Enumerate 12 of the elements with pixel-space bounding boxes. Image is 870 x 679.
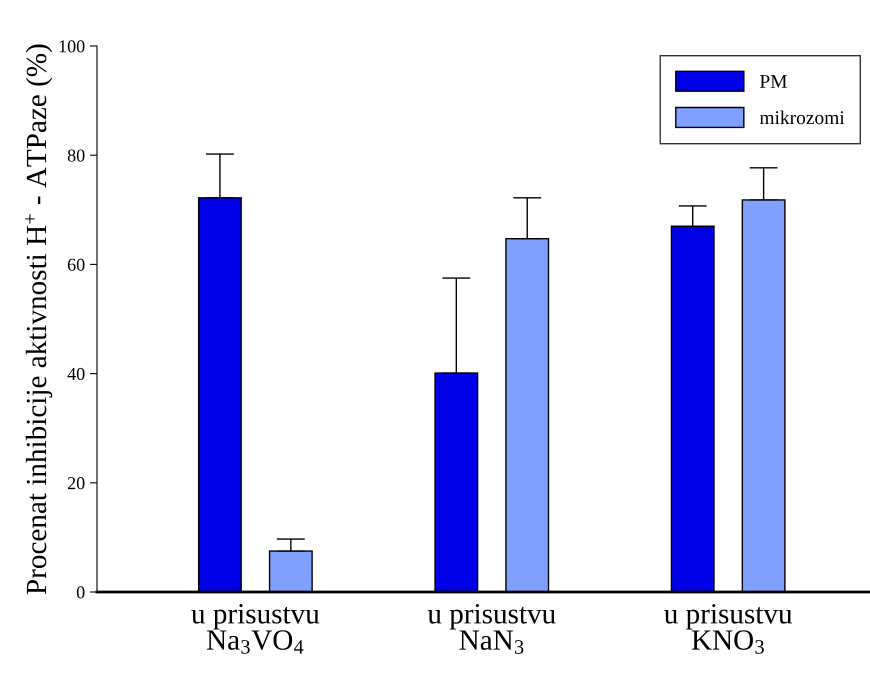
y-tick-label: 40 — [67, 368, 85, 380]
y-tick-label: 100 — [60, 40, 85, 52]
legend-label: mikrozomi — [760, 110, 844, 124]
x-tick-label: u prisustvu NaN$_{3}$ — [428, 604, 556, 654]
legend-label: PM — [760, 75, 787, 88]
x-tick-label: u prisustvu KNO$_{3}$ — [664, 604, 792, 654]
y-tick-label: 0 — [76, 586, 85, 598]
y-axis-title: Procenat inhibicije aktivnosti H$^{+}$ - ATPaze (%) — [25, 44, 52, 594]
y-tick-label: 80 — [68, 149, 85, 162]
y-tick-label: 60 — [68, 258, 85, 271]
y-tick-label: 20 — [68, 477, 85, 490]
x-tick-label: u prisustvu Na$_{3}$VO$_{4}$ — [191, 604, 320, 654]
